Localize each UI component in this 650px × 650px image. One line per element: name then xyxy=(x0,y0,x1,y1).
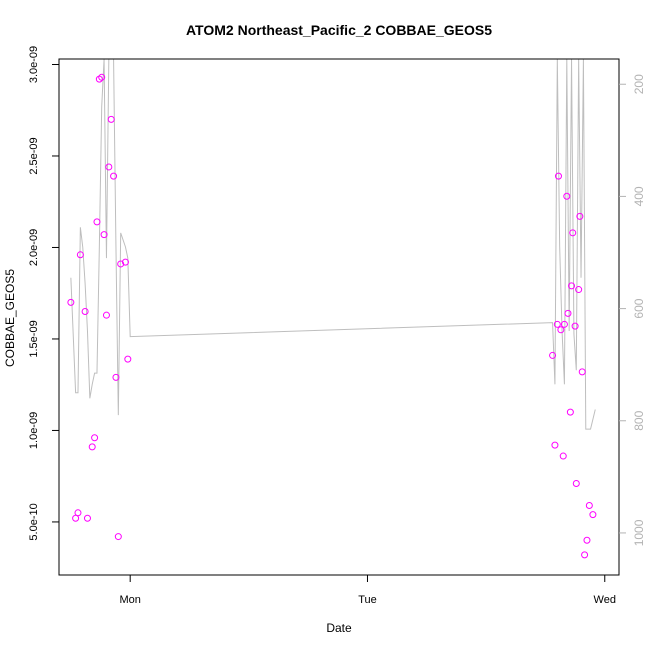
y-tick-label: 3.0e-09 xyxy=(28,46,40,83)
data-point xyxy=(585,501,593,509)
data-point xyxy=(100,231,108,239)
data-point xyxy=(581,551,589,559)
y-tick-label: 1.5e-09 xyxy=(28,320,40,357)
data-point xyxy=(110,172,118,180)
data-point xyxy=(553,320,561,328)
data-point xyxy=(578,368,586,376)
data-point xyxy=(105,163,113,171)
data-point xyxy=(112,373,120,381)
data-point xyxy=(571,322,579,330)
data-point xyxy=(91,434,99,442)
data-point xyxy=(559,452,567,460)
y-tick-label: 1.0e-09 xyxy=(28,412,40,449)
y2-tick-label: 800 xyxy=(632,410,646,430)
data-point xyxy=(583,536,591,544)
data-point xyxy=(560,320,568,328)
scatter-series xyxy=(67,73,597,559)
data-point xyxy=(102,311,110,319)
data-point xyxy=(568,282,576,290)
data-point xyxy=(563,192,571,200)
data-point xyxy=(124,355,132,363)
x-axis-label: Date xyxy=(326,621,352,635)
data-point xyxy=(107,115,115,123)
y2-tick-label: 400 xyxy=(632,186,646,206)
data-point xyxy=(98,73,106,81)
line-series xyxy=(70,59,596,430)
y2-tick-label: 200 xyxy=(632,74,646,94)
x-tick-label: Mon xyxy=(119,594,140,606)
data-point xyxy=(114,533,122,541)
data-point xyxy=(74,509,82,517)
x-tick-label: Tue xyxy=(358,594,377,606)
data-point xyxy=(67,298,75,306)
data-point xyxy=(83,514,91,522)
data-point xyxy=(589,511,597,519)
data-point xyxy=(121,258,129,266)
data-point xyxy=(576,212,584,220)
data-point xyxy=(88,443,96,451)
chart-title: ATOM2 Northeast_Pacific_2 COBBAE_GEOS5 xyxy=(186,22,492,38)
data-point xyxy=(554,172,562,180)
y-tick-label: 2.0e-09 xyxy=(28,229,40,266)
x-tick-label: Wed xyxy=(594,594,616,606)
data-point xyxy=(93,218,101,226)
data-point xyxy=(557,326,565,334)
y-tick-label: 5.0e-10 xyxy=(28,503,40,540)
data-point xyxy=(81,308,89,316)
y2-tick-label: 600 xyxy=(632,298,646,318)
y2-tick-label: 1000 xyxy=(632,519,646,546)
x-axis: Mon Tue Wed xyxy=(119,575,616,606)
data-point xyxy=(549,351,557,359)
plot-frame xyxy=(58,58,620,576)
data-point xyxy=(575,286,583,294)
y-axis: 5.0e-10 1.0e-09 1.5e-09 2.0e-09 2.5e-09 3.0e-… xyxy=(28,46,59,541)
data-point xyxy=(569,229,577,237)
data-point xyxy=(564,309,572,317)
y-tick-label: 2.5e-09 xyxy=(28,137,40,174)
data-point xyxy=(76,251,84,259)
y2-axis: 200 400 600 800 1000 xyxy=(619,74,646,546)
data-point xyxy=(566,408,574,416)
y-axis-label: COBBAE_GEOS5 xyxy=(3,269,17,367)
series-line xyxy=(70,59,596,430)
data-point xyxy=(572,480,580,488)
data-point xyxy=(551,441,559,449)
data-point xyxy=(117,260,125,268)
